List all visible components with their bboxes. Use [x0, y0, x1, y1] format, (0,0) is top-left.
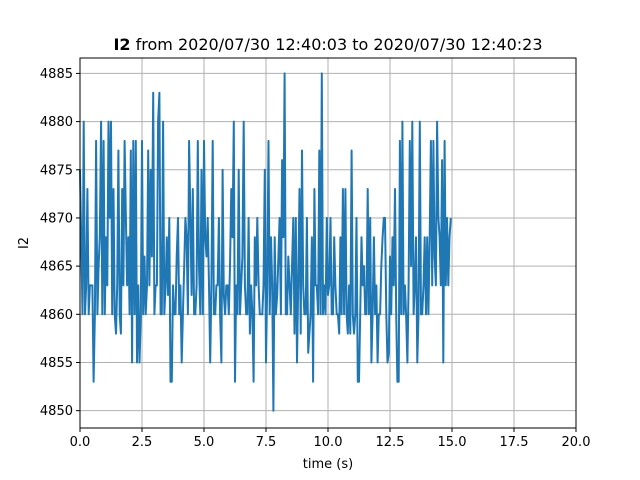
x-tick-label: 17.5: [500, 435, 529, 450]
x-tick-label: 10.0: [314, 435, 343, 450]
y-tick-label: 4880: [40, 115, 73, 130]
x-tick-label: 20.0: [562, 435, 591, 450]
x-tick-label: 12.5: [376, 435, 405, 450]
x-tick-label: 7.5: [256, 435, 277, 450]
x-tick-label: 2.5: [132, 435, 153, 450]
x-tick-label: 5.0: [194, 435, 215, 450]
y-tick-label: 4850: [40, 404, 73, 419]
chart-title-rest: from 2020/07/30 12:40:03 to 2020/07/30 1…: [131, 35, 543, 54]
chart-title-bold: I2: [113, 35, 130, 54]
x-axis-ticks: 0.0 2.5 5.0 7.5 10.0 12.5 15.0 17.5 20.0: [70, 428, 591, 450]
y-tick-label: 4875: [40, 163, 73, 178]
y-axis-ticks: 4850 4855 4860 4865 4870 4875 4880 4885: [40, 67, 80, 419]
x-tick-label: 0.0: [70, 435, 91, 450]
y-tick-label: 4865: [40, 260, 73, 275]
series-line: [79, 72, 452, 412]
y-tick-label: 4870: [40, 211, 73, 226]
y-axis-label: I2: [17, 237, 32, 249]
x-tick-label: 15.0: [438, 435, 467, 450]
y-tick-label: 4855: [40, 356, 73, 371]
y-tick-label: 4885: [40, 67, 73, 82]
y-tick-label: 4860: [40, 308, 73, 323]
chart-title: I2 from 2020/07/30 12:40:03 to 2020/07/3…: [113, 35, 542, 54]
x-axis-label: time (s): [303, 457, 353, 472]
